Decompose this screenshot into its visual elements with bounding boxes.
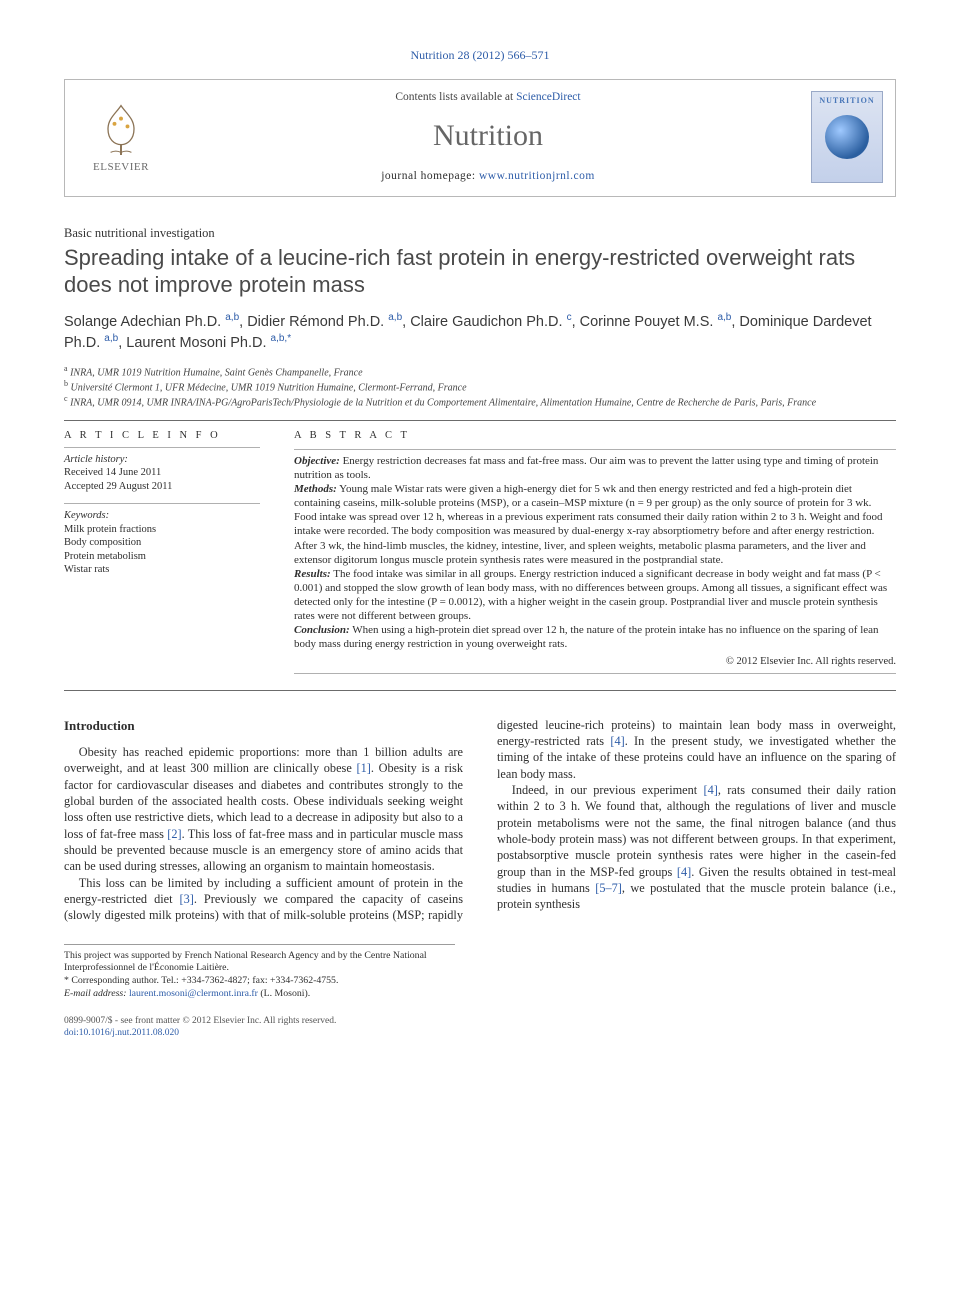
journal-cover-thumbnail: NUTRITION — [811, 91, 883, 183]
cover-globe-icon — [825, 115, 869, 159]
keyword-item: Protein metabolism — [64, 550, 260, 563]
body-paragraph: Obesity has reached epidemic proportions… — [64, 744, 463, 875]
keyword-item: Milk protein fractions — [64, 523, 260, 536]
abstract-copyright: © 2012 Elsevier Inc. All rights reserved… — [294, 655, 896, 668]
reference-link[interactable]: [5–7] — [595, 881, 622, 895]
reference-link[interactable]: [4] — [610, 734, 624, 748]
reference-link[interactable]: [1] — [356, 761, 370, 775]
footnotes: This project was supported by French Nat… — [64, 944, 455, 1001]
divider — [294, 673, 896, 674]
received-date: Received 14 June 2011 — [64, 466, 260, 479]
homepage-label: journal homepage: — [381, 170, 479, 182]
homepage-link[interactable]: www.nutritionjrnl.com — [479, 170, 595, 182]
reference-link[interactable]: [4] — [704, 783, 718, 797]
corresponding-author-note: * Corresponding author. Tel.: +334-7362-… — [64, 975, 455, 988]
abstract-results: Results: The food intake was similar in … — [294, 567, 896, 623]
contents-prefix: Contents lists available at — [395, 91, 516, 103]
contents-available-line: Contents lists available at ScienceDirec… — [165, 90, 811, 105]
divider — [64, 690, 896, 691]
affiliations: a INRA, UMR 1019 Nutrition Humaine, Sain… — [64, 364, 896, 410]
divider — [294, 449, 896, 450]
funding-note: This project was supported by French Nat… — [64, 950, 455, 975]
paper-title: Spreading intake of a leucine-rich fast … — [64, 245, 896, 299]
divider — [64, 420, 896, 421]
accepted-date: Accepted 29 August 2011 — [64, 480, 260, 493]
masthead-box: ELSEVIER Contents lists available at Sci… — [64, 79, 896, 197]
article-info-heading: A R T I C L E I N F O — [64, 429, 260, 442]
email-note: E-mail address: laurent.mosoni@clermont.… — [64, 988, 455, 1001]
corresponding-email-link[interactable]: laurent.mosoni@clermont.inra.fr — [129, 988, 258, 999]
article-history-block: Article history: Received 14 June 2011 A… — [64, 447, 260, 493]
body-columns: Introduction Obesity has reached epidemi… — [64, 717, 896, 924]
citation-line: Nutrition 28 (2012) 566–571 — [64, 48, 896, 63]
introduction-heading: Introduction — [64, 717, 463, 734]
body-paragraph: Indeed, in our previous experiment [4], … — [497, 782, 896, 913]
reference-link[interactable]: [4] — [677, 865, 691, 879]
keywords-block: Keywords: Milk protein fractionsBody com… — [64, 503, 260, 576]
keyword-item: Body composition — [64, 536, 260, 549]
keyword-item: Wistar rats — [64, 563, 260, 576]
doi-line: doi:10.1016/j.nut.2011.08.020 — [64, 1027, 896, 1039]
page-footer: 0899-9007/$ - see front matter © 2012 El… — [64, 1015, 896, 1039]
publisher-logo: ELSEVIER — [77, 100, 165, 174]
reference-link[interactable]: [2] — [167, 827, 181, 841]
keywords-heading: Keywords: — [64, 510, 109, 521]
journal-name: Nutrition — [165, 117, 811, 155]
front-matter-line: 0899-9007/$ - see front matter © 2012 El… — [64, 1015, 896, 1027]
authors-list: Solange Adechian Ph.D. a,b, Didier Rémon… — [64, 311, 896, 354]
abstract-heading: A B S T R A C T — [294, 429, 896, 442]
abstract-conclusion: Conclusion: When using a high-protein di… — [294, 623, 896, 651]
sciencedirect-link[interactable]: ScienceDirect — [516, 91, 581, 103]
abstract-objective: Objective: Energy restriction decreases … — [294, 454, 896, 482]
journal-homepage-line: journal homepage: www.nutritionjrnl.com — [165, 169, 811, 184]
article-info-column: A R T I C L E I N F O Article history: R… — [64, 429, 260, 678]
publisher-name: ELSEVIER — [93, 160, 149, 174]
abstract-column: A B S T R A C T Objective: Energy restri… — [294, 429, 896, 678]
abstract-methods: Methods: Young male Wistar rats were giv… — [294, 482, 896, 566]
article-type: Basic nutritional investigation — [64, 225, 896, 241]
history-heading: Article history: — [64, 454, 128, 465]
elsevier-tree-icon — [95, 100, 147, 158]
cover-title: NUTRITION — [819, 96, 874, 106]
reference-link[interactable]: [3] — [180, 892, 194, 906]
